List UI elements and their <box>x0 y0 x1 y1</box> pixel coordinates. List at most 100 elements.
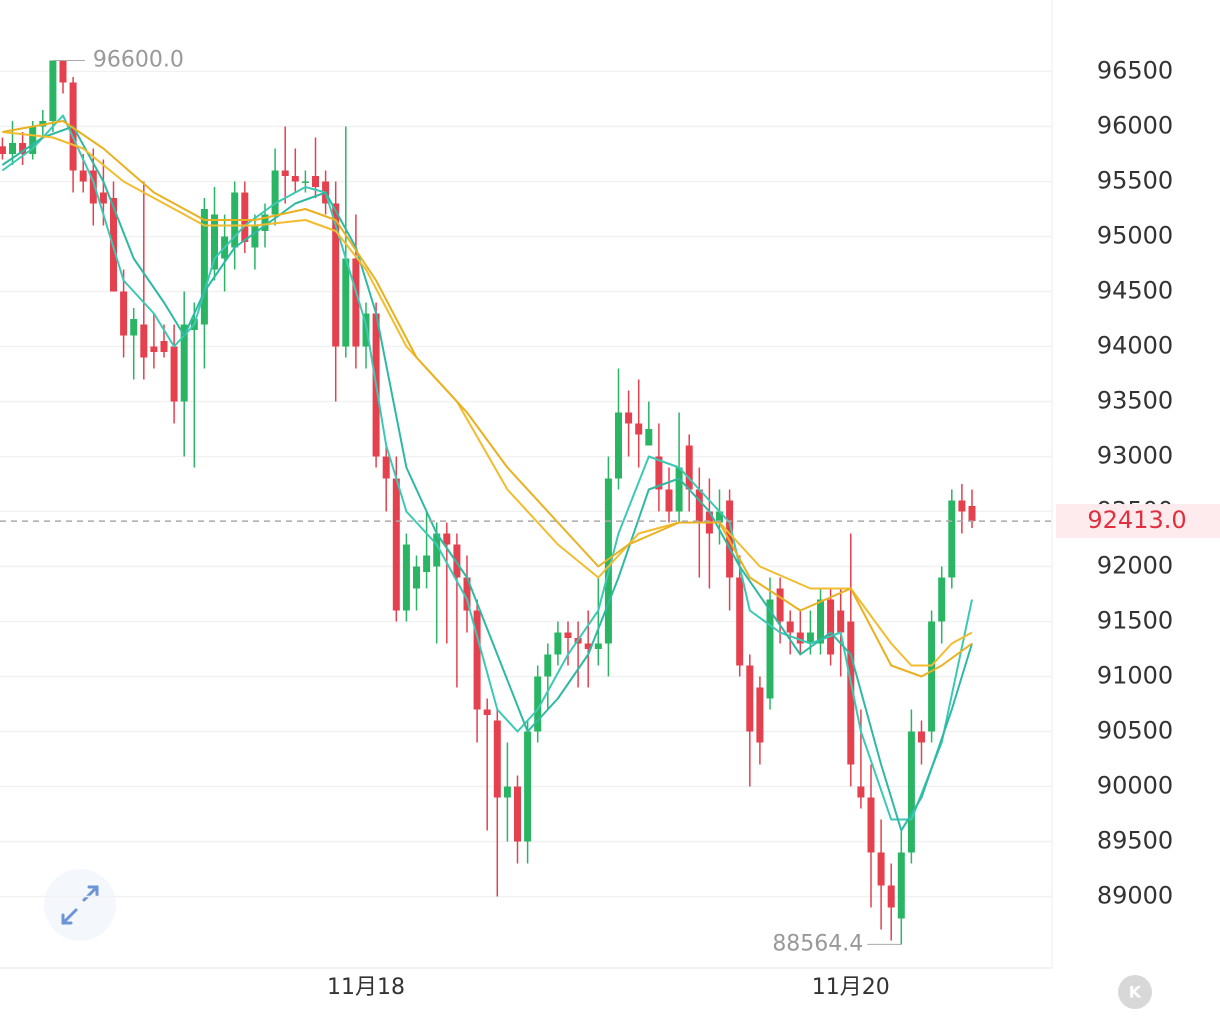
candle-body <box>766 599 774 699</box>
moving-average-line <box>1 125 973 832</box>
y-tick-label: 89000 <box>1097 882 1173 910</box>
overlays <box>1 114 973 832</box>
candle-body <box>877 852 885 886</box>
candle-body <box>99 192 107 204</box>
candle-body <box>564 632 572 638</box>
candle-body <box>423 555 431 572</box>
candle-body <box>604 478 612 644</box>
candle-body <box>352 258 360 347</box>
candle-body <box>89 170 97 204</box>
candle-body <box>9 143 16 154</box>
moving-average-line <box>2 131 973 667</box>
candle-body <box>958 500 966 512</box>
candle-body <box>918 731 925 743</box>
y-tick-label: 92000 <box>1097 552 1173 580</box>
candle-body <box>261 214 269 231</box>
candle-body <box>786 621 794 633</box>
y-tick-label: 93000 <box>1097 442 1173 470</box>
candle-body <box>342 258 350 347</box>
candle-body <box>524 731 532 842</box>
candle-body <box>897 852 905 919</box>
candle-body <box>170 346 178 402</box>
candle-body <box>948 500 956 578</box>
candle-body <box>857 786 865 798</box>
candle-body <box>695 489 703 523</box>
candle-body <box>615 412 622 479</box>
candle-body <box>806 632 814 644</box>
candle-body <box>928 621 936 732</box>
svg-text:K: K <box>1129 983 1142 1002</box>
candle-body <box>514 786 521 842</box>
candle-body <box>503 786 511 798</box>
candle-body <box>211 214 218 270</box>
candle-body <box>554 632 562 655</box>
y-tick-label: 96000 <box>1097 112 1173 140</box>
candle-body <box>625 412 633 424</box>
candle-body <box>746 665 754 732</box>
candle-body <box>160 341 168 352</box>
candle-body <box>150 346 158 352</box>
y-tick-label: 95500 <box>1097 167 1173 195</box>
y-tick-label: 90500 <box>1097 717 1173 745</box>
moving-average-line <box>1 114 973 821</box>
candle-body <box>413 566 420 589</box>
min-label: 88564.4 <box>772 931 863 956</box>
candle-body <box>493 720 501 798</box>
candle-body <box>291 176 299 182</box>
y-tick-label: 91500 <box>1097 607 1173 635</box>
candle-body <box>847 621 855 765</box>
candle-body <box>584 643 592 649</box>
candle-body <box>312 176 319 187</box>
candle-body <box>402 544 410 611</box>
y-tick-label: 93500 <box>1097 387 1173 415</box>
candle-body <box>483 709 491 715</box>
candle-body <box>837 610 845 633</box>
candle-body <box>59 60 67 83</box>
candle-body <box>281 170 289 176</box>
candle-body <box>776 588 784 622</box>
candle-body <box>645 429 653 446</box>
candle-body <box>796 632 804 644</box>
candle-body <box>817 599 824 644</box>
candle-body <box>271 170 279 215</box>
candle-body <box>594 643 602 649</box>
candle-body <box>665 489 673 512</box>
x-tick-label: 11月18 <box>327 975 405 1000</box>
candle-body <box>534 676 542 732</box>
candle-body <box>867 797 875 853</box>
last-price-label: 92413.0 <box>1087 506 1186 534</box>
candle-body <box>301 181 309 183</box>
candle-body <box>130 319 138 336</box>
expand-button[interactable] <box>44 869 116 941</box>
candle-body <box>756 687 764 743</box>
candle-body <box>180 324 188 402</box>
candle-body <box>675 467 683 512</box>
candle-body <box>716 511 723 523</box>
candle-body <box>140 324 148 358</box>
moving-average-line <box>2 120 973 678</box>
candle-body <box>332 203 340 347</box>
candle-body <box>49 60 57 121</box>
y-tick-label: 96500 <box>1097 57 1173 85</box>
candle-body <box>251 225 259 248</box>
candle-body <box>19 143 27 154</box>
k-button[interactable]: K <box>1118 975 1152 1009</box>
candle-body <box>241 192 249 242</box>
candle-body <box>120 291 128 336</box>
candle-body <box>382 456 390 479</box>
candle-body <box>0 146 6 154</box>
candle-body <box>453 544 461 578</box>
y-tick-label: 94000 <box>1097 332 1173 360</box>
candle-body <box>433 533 441 567</box>
y-tick-label: 91000 <box>1097 662 1173 690</box>
candle-body <box>887 885 895 908</box>
candle-body <box>968 506 976 522</box>
candle-body <box>200 209 208 325</box>
y-tick-label: 89500 <box>1097 827 1173 855</box>
candle-body <box>473 610 481 710</box>
candle-body <box>685 445 693 490</box>
y-tick-label: 90000 <box>1097 772 1173 800</box>
candle-body <box>544 654 552 677</box>
candle-body <box>655 456 663 490</box>
